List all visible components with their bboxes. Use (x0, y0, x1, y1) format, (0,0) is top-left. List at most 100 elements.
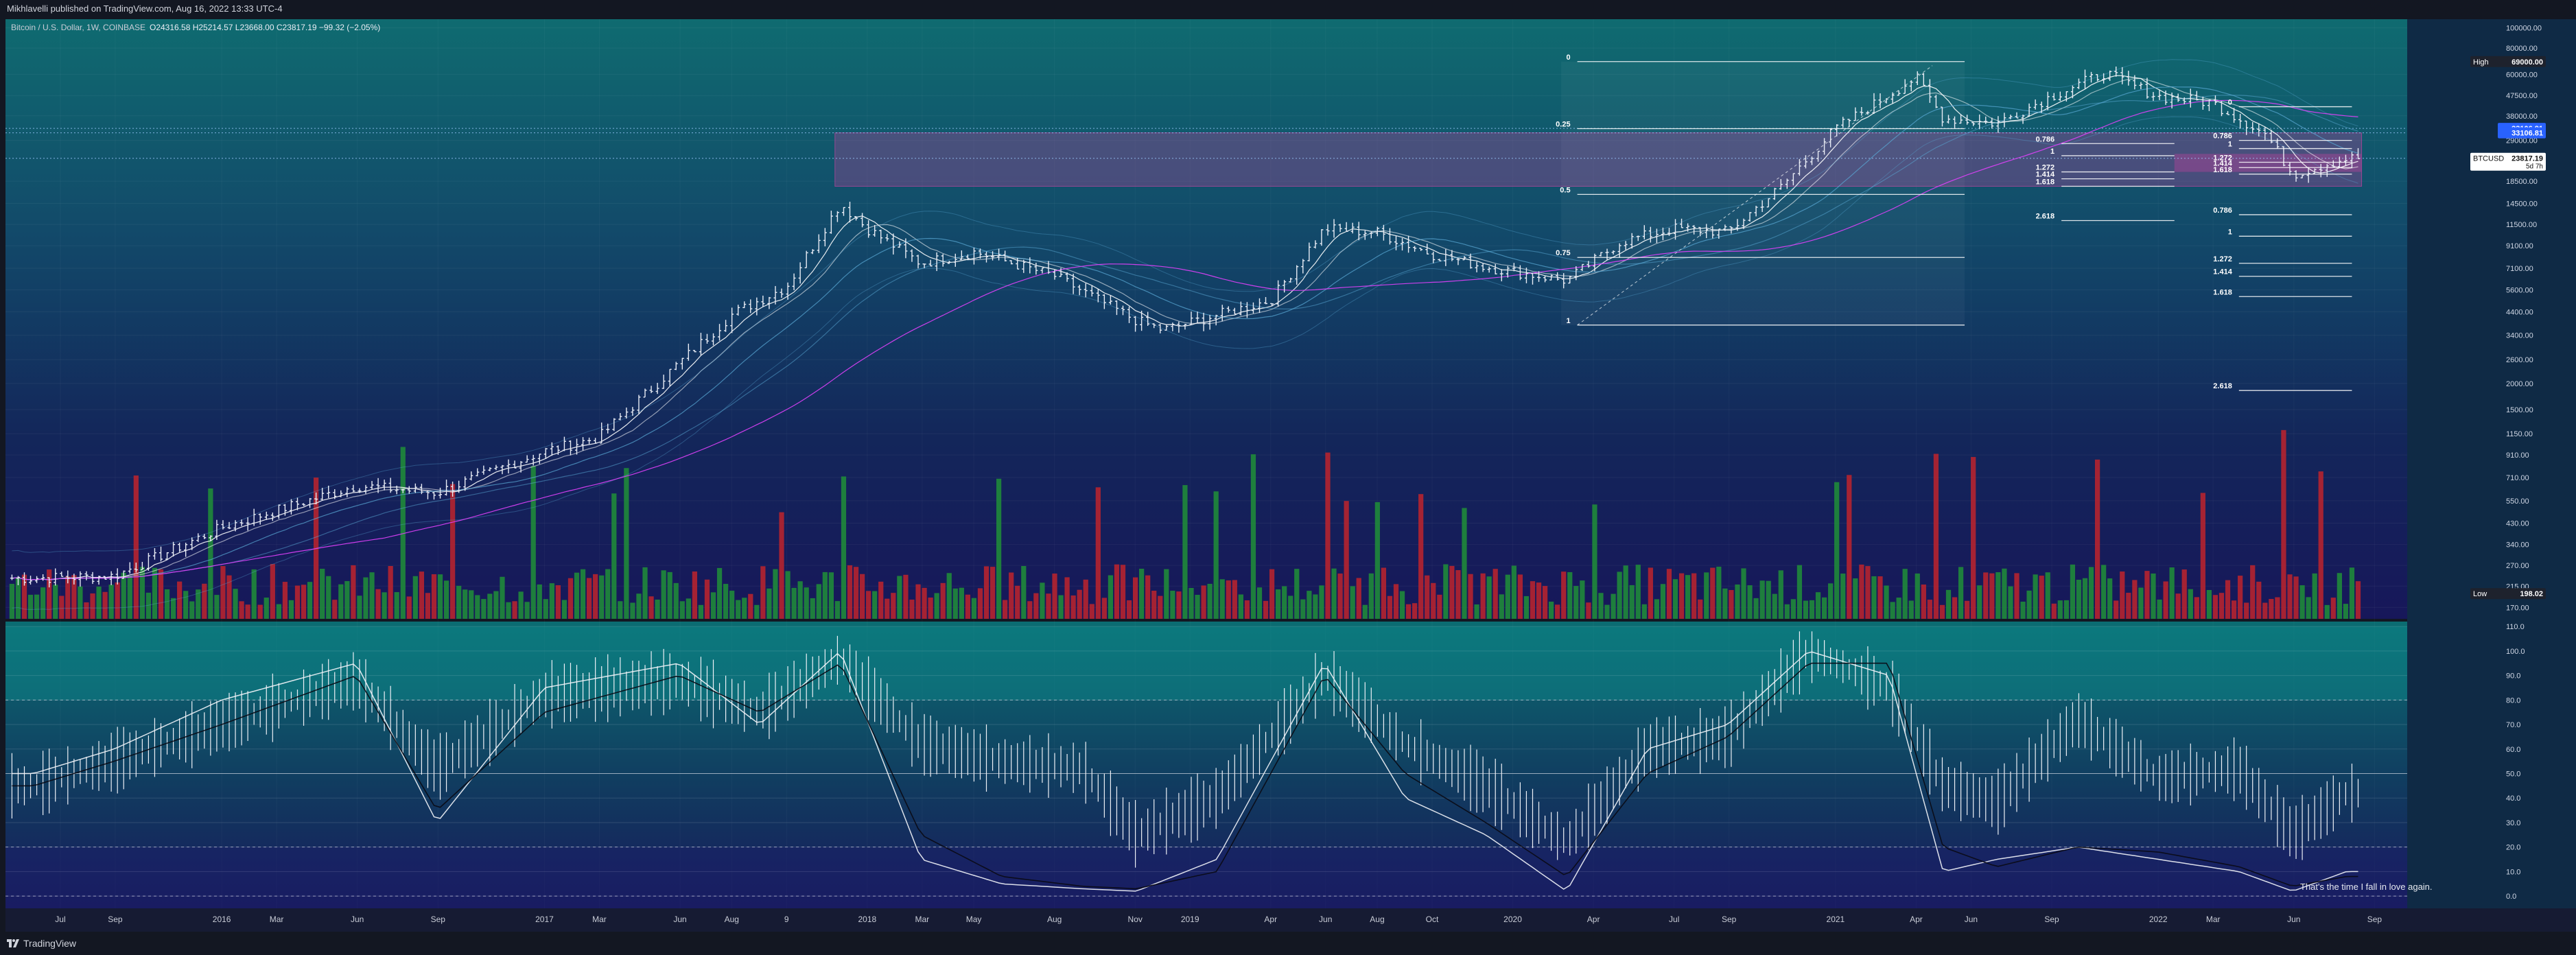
volume-bar (1678, 573, 1685, 619)
volume-bar (1902, 569, 1908, 619)
volume-bar (1796, 565, 1803, 619)
volume-bar (605, 569, 611, 619)
volume-bar (742, 598, 747, 619)
volume-bar (1058, 595, 1064, 619)
osc-tick-label: 40.0 (2506, 794, 2520, 803)
volume-bar (748, 593, 753, 619)
volume-bar (822, 571, 828, 619)
symbol-label: Bitcoin / U.S. Dollar, 1W, COINBASE (11, 23, 145, 32)
volume-bar (1256, 587, 1263, 619)
volume-bar (2355, 581, 2361, 619)
fib-left-level-label: 0.25 (1556, 120, 1570, 128)
price-pane[interactable] (5, 19, 2407, 619)
volume-bar (630, 602, 635, 619)
price-label-value: 198.02 (2520, 590, 2543, 598)
volume-bar (990, 567, 996, 619)
volume-bar (2318, 471, 2323, 619)
price-axis[interactable] (2407, 19, 2576, 908)
volume-bar (648, 596, 654, 619)
volume-bar (1158, 596, 1163, 619)
volume-bar (952, 588, 958, 619)
volume-bar (189, 601, 195, 619)
volume-bar (338, 584, 344, 619)
volume-bar (2120, 571, 2125, 619)
time-tick-label: Jul (55, 915, 65, 924)
current-zone (2174, 154, 2362, 172)
time-tick-label: Mar (270, 915, 284, 924)
stoch_k-line (12, 651, 2358, 892)
volume-bar (2194, 597, 2199, 619)
volume-bar (2306, 597, 2311, 619)
chart-svg[interactable]: Bitcoin / U.S. Dollar, 1W, COINBASE O243… (0, 18, 2576, 932)
time-tick-label: 2021 (1827, 915, 1845, 924)
chart-frame[interactable]: Bitcoin / U.S. Dollar, 1W, COINBASE O243… (0, 18, 2576, 932)
volume-bar (1238, 594, 1243, 619)
volume-bar (1499, 594, 1504, 619)
price-tick-label: 47500.00 (2506, 92, 2538, 100)
fibonacci-drawings: 00.250.50.7510.78611.2721.4141.6182.6180… (1556, 54, 2352, 391)
fib-mid-level-label: 0.786 (2036, 135, 2055, 143)
volume-bar (133, 475, 139, 619)
volume-bar (2026, 590, 2032, 619)
volume-bar (78, 586, 83, 619)
volume-bar (1561, 571, 1567, 619)
price-tick-label: 710.00 (2506, 474, 2529, 482)
volume-bar (716, 567, 723, 619)
fib-right-level-label: 1 (2228, 141, 2232, 149)
price-tick-label: 100000.00 (2506, 25, 2542, 33)
volume-bar (1064, 577, 1070, 619)
volume-bar (2244, 602, 2249, 619)
volume-bar (1790, 599, 1796, 619)
volume-bar (1995, 572, 2001, 619)
volume-bar (412, 576, 418, 619)
time-axis[interactable] (5, 908, 2576, 932)
volume-bar (139, 567, 145, 619)
volume-bar (2033, 574, 2038, 619)
volume-bar (127, 576, 132, 619)
volume-bar (2076, 580, 2082, 619)
fib-right-level-label: 1 (2228, 228, 2232, 236)
volume-bar (344, 581, 350, 619)
volume-bar (915, 584, 921, 619)
volume-bar (1176, 591, 1182, 619)
volume-bar (816, 584, 821, 619)
volume-bar (1735, 584, 1740, 619)
volume-bar (1971, 457, 1976, 619)
volume-bar (2349, 567, 2355, 619)
time-tick-label: Aug (725, 915, 739, 924)
volume-bar (294, 585, 301, 619)
publish-info: Mikhlavelli published on TradingView.com… (7, 3, 283, 14)
osc-tick-label: 90.0 (2506, 672, 2520, 681)
volume-bar (996, 478, 1002, 619)
volume-bar (1555, 604, 1560, 619)
volume-bar (1586, 602, 1591, 619)
volume-bar (736, 600, 741, 619)
volume-bar (276, 604, 281, 619)
volume-bar (320, 569, 325, 619)
volume-bar (2057, 600, 2063, 619)
price-tick-label: 170.00 (2506, 604, 2529, 612)
volume-bar (1729, 590, 1734, 619)
volume-bar (1356, 578, 1361, 619)
volume-bar (1815, 592, 1821, 619)
tradingview-logo[interactable]: TradingView (7, 938, 76, 949)
fib-right-level-label: 1.272 (2213, 154, 2232, 162)
volume-bar (177, 581, 183, 619)
time-tick-label: 2016 (213, 915, 231, 924)
volume-bar (2163, 581, 2168, 619)
volume-bar (1567, 571, 1573, 619)
volume-bar (1698, 599, 1703, 619)
volume-bar (2114, 600, 2119, 619)
volume-bar (891, 593, 896, 619)
volume-bar (1300, 599, 1306, 619)
volume-bar (1263, 600, 1269, 619)
volume-bar (1945, 589, 1952, 619)
volume-bar (1368, 573, 1374, 619)
volume-bar (710, 592, 716, 619)
volume-bar (1003, 600, 1008, 619)
volume-bar (1604, 604, 1610, 619)
time-tick-label: 2019 (1181, 915, 1199, 924)
volume-bar (2002, 568, 2007, 619)
oscillator-pane[interactable] (5, 622, 2407, 908)
volume-bar (2225, 580, 2231, 619)
